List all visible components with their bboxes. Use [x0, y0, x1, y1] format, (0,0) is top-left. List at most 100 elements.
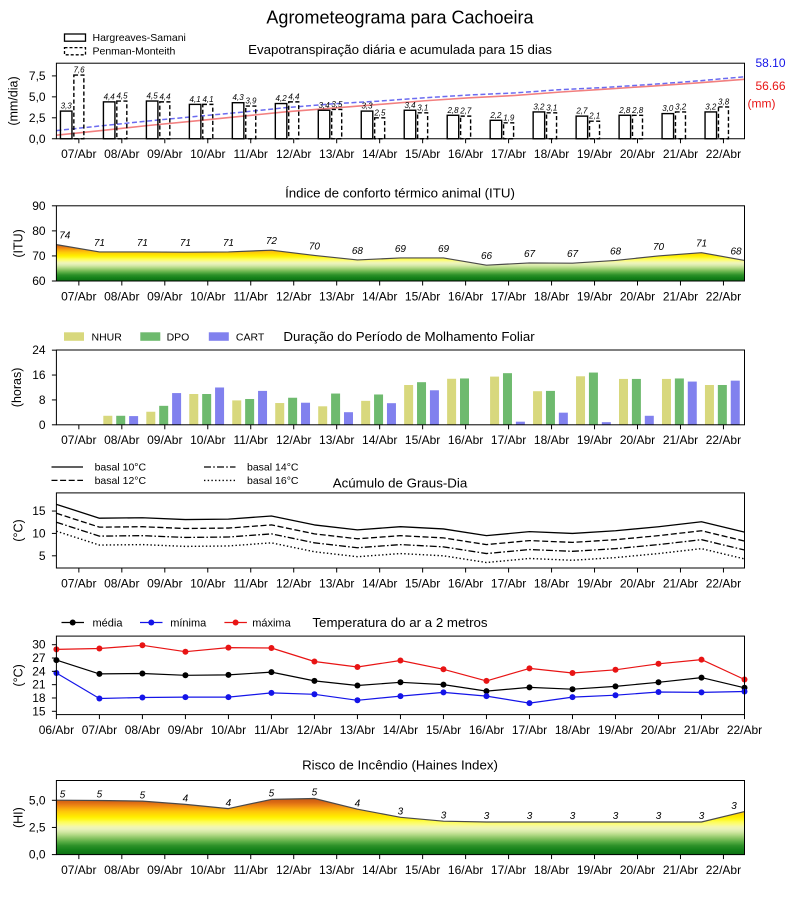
svg-text:67: 67 [567, 249, 579, 260]
svg-text:22/Abr: 22/Abr [706, 863, 741, 877]
svg-text:14/Abr: 14/Abr [362, 863, 397, 877]
svg-text:4,4: 4,4 [104, 92, 116, 101]
svg-text:21/Abr: 21/Abr [663, 433, 698, 447]
svg-text:21/Abr: 21/Abr [684, 723, 719, 737]
svg-text:15: 15 [32, 504, 46, 518]
svg-text:16/Abr: 16/Abr [448, 863, 483, 877]
svg-text:13/Abr: 13/Abr [319, 147, 354, 161]
svg-text:2,5: 2,5 [29, 821, 46, 835]
svg-text:(HI): (HI) [12, 807, 26, 828]
svg-text:3,4: 3,4 [404, 101, 416, 110]
svg-text:13/Abr: 13/Abr [319, 433, 354, 447]
svg-text:58.10: 58.10 [756, 56, 786, 70]
svg-text:18: 18 [32, 691, 46, 705]
svg-text:CART: CART [236, 332, 265, 344]
svg-text:20/Abr: 20/Abr [620, 433, 655, 447]
svg-text:70: 70 [653, 242, 665, 253]
svg-text:NHUR: NHUR [92, 332, 123, 344]
svg-text:10/Abr: 10/Abr [190, 576, 225, 590]
svg-text:22/Abr: 22/Abr [706, 576, 741, 590]
svg-text:20/Abr: 20/Abr [620, 863, 655, 877]
svg-text:13/Abr: 13/Abr [319, 863, 354, 877]
svg-text:09/Abr: 09/Abr [147, 289, 182, 303]
svg-text:3,3: 3,3 [361, 102, 373, 111]
svg-text:07/Abr: 07/Abr [82, 723, 117, 737]
svg-text:13/Abr: 13/Abr [340, 723, 375, 737]
svg-text:10/Abr: 10/Abr [190, 863, 225, 877]
svg-text:(horas): (horas) [10, 368, 24, 408]
svg-text:4: 4 [355, 798, 361, 809]
svg-text:22/Abr: 22/Abr [727, 723, 762, 737]
svg-text:08/Abr: 08/Abr [104, 147, 139, 161]
svg-text:12/Abr: 12/Abr [297, 723, 332, 737]
svg-text:60: 60 [32, 274, 46, 288]
svg-text:68: 68 [610, 246, 622, 257]
svg-text:mínima: mínima [170, 618, 207, 630]
svg-text:3,2: 3,2 [705, 102, 717, 111]
svg-text:09/Abr: 09/Abr [147, 433, 182, 447]
svg-text:15/Abr: 15/Abr [405, 147, 440, 161]
svg-text:17/Abr: 17/Abr [512, 723, 547, 737]
svg-text:2,1: 2,1 [588, 112, 600, 121]
svg-text:10: 10 [32, 526, 46, 540]
svg-text:56.66: 56.66 [756, 79, 786, 93]
svg-text:5,0: 5,0 [29, 90, 46, 104]
svg-text:21/Abr: 21/Abr [663, 289, 698, 303]
svg-text:71: 71 [180, 238, 191, 249]
svg-text:3,1: 3,1 [546, 103, 557, 112]
svg-text:21: 21 [32, 678, 46, 692]
svg-text:18/Abr: 18/Abr [534, 289, 569, 303]
svg-text:3: 3 [613, 811, 619, 822]
svg-text:(mm): (mm) [748, 97, 776, 111]
svg-text:11/Abr: 11/Abr [233, 289, 267, 303]
svg-text:4,5: 4,5 [147, 92, 159, 101]
svg-text:71: 71 [137, 238, 148, 249]
svg-text:13/Abr: 13/Abr [319, 289, 354, 303]
svg-text:4,3: 4,3 [233, 93, 245, 102]
svg-text:2,5: 2,5 [373, 108, 386, 117]
svg-text:13/Abr: 13/Abr [319, 576, 354, 590]
svg-text:67: 67 [524, 249, 536, 260]
svg-text:74: 74 [59, 231, 71, 242]
svg-text:22/Abr: 22/Abr [706, 433, 741, 447]
svg-text:12/Abr: 12/Abr [276, 289, 311, 303]
svg-text:20/Abr: 20/Abr [641, 723, 676, 737]
svg-text:4: 4 [183, 794, 189, 805]
svg-text:3: 3 [656, 811, 662, 822]
svg-text:3,8: 3,8 [718, 97, 730, 106]
svg-text:4,4: 4,4 [288, 92, 300, 101]
svg-text:17/Abr: 17/Abr [491, 433, 526, 447]
svg-text:3: 3 [699, 811, 705, 822]
svg-text:basal 16°C: basal 16°C [247, 475, 299, 487]
svg-text:basal 12°C: basal 12°C [95, 475, 147, 487]
svg-text:20/Abr: 20/Abr [620, 576, 655, 590]
svg-text:2,7: 2,7 [459, 107, 472, 116]
svg-text:20/Abr: 20/Abr [620, 147, 655, 161]
svg-text:07/Abr: 07/Abr [61, 863, 96, 877]
svg-text:Acúmulo de Graus-Dia: Acúmulo de Graus-Dia [333, 475, 468, 490]
svg-text:Risco de Incêndio (Haines Inde: Risco de Incêndio (Haines Index) [302, 757, 498, 772]
svg-text:70: 70 [32, 249, 46, 263]
svg-text:66: 66 [481, 251, 493, 262]
svg-text:17/Abr: 17/Abr [491, 576, 526, 590]
svg-text:5: 5 [140, 790, 146, 801]
svg-text:71: 71 [94, 238, 105, 249]
svg-text:71: 71 [223, 238, 234, 249]
svg-text:basal 14°C: basal 14°C [247, 462, 299, 474]
svg-text:24: 24 [32, 343, 46, 357]
svg-text:5: 5 [97, 790, 103, 801]
svg-text:08/Abr: 08/Abr [104, 576, 139, 590]
svg-text:Penman-Monteith: Penman-Monteith [93, 46, 176, 58]
svg-text:2,8: 2,8 [618, 106, 631, 115]
svg-text:(°C): (°C) [12, 519, 26, 541]
svg-text:07/Abr: 07/Abr [61, 433, 96, 447]
svg-text:08/Abr: 08/Abr [125, 723, 160, 737]
svg-text:3: 3 [731, 801, 737, 812]
svg-text:Evapotranspiração diária e acu: Evapotranspiração diária e acumulada par… [248, 42, 552, 57]
svg-text:21/Abr: 21/Abr [663, 576, 698, 590]
svg-text:19/Abr: 19/Abr [577, 147, 612, 161]
svg-text:(mm/dia): (mm/dia) [7, 76, 21, 125]
svg-text:22/Abr: 22/Abr [706, 147, 741, 161]
svg-text:27: 27 [32, 651, 46, 665]
svg-text:16/Abr: 16/Abr [469, 723, 504, 737]
